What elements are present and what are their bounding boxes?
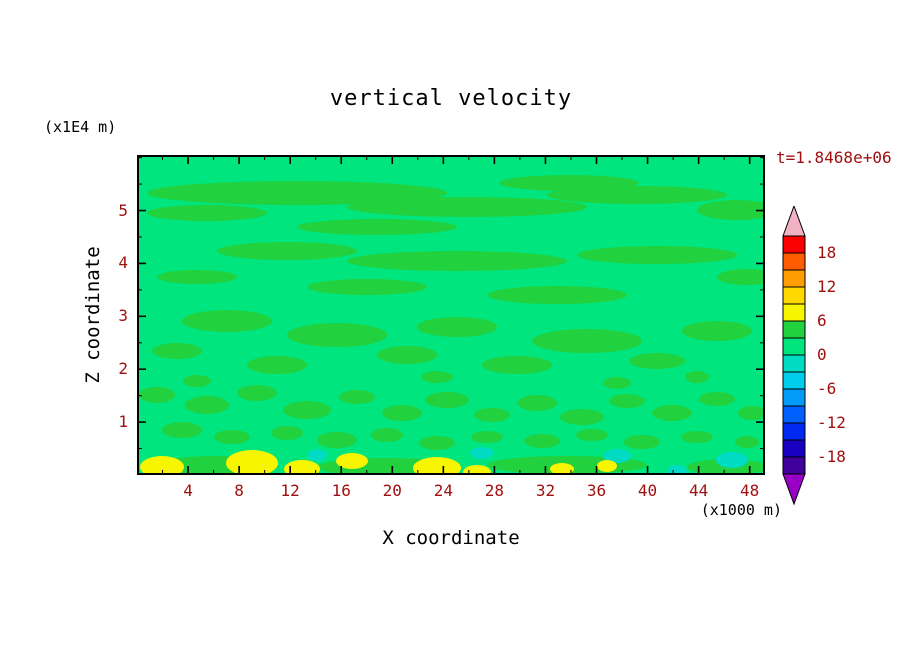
colorbar-tick-label: 6 <box>817 311 827 330</box>
x-tick-label: 44 <box>688 481 709 500</box>
x-tick-label: 24 <box>433 481 453 500</box>
timestamp-label: t=1.8468e+06 <box>776 148 892 167</box>
x-tick-label: 20 <box>382 481 402 500</box>
colorbar-tick-label: -12 <box>817 413 846 432</box>
colorbar-tick-label: -6 <box>817 379 837 398</box>
colorbar-tick-label: 18 <box>817 243 837 262</box>
x-tick-label: 16 <box>331 481 351 500</box>
contour-plot <box>137 155 765 475</box>
x-tick-label: 4 <box>183 481 193 500</box>
x-tick-label: 36 <box>586 481 607 500</box>
z-tick-label: 5 <box>118 200 128 220</box>
z-axis-title: Z coordinate <box>82 246 104 384</box>
z-axis-unit: (x1E4 m) <box>44 118 117 136</box>
x-tick-label: 8 <box>234 481 244 500</box>
x-axis-unit: (x1000 m) <box>700 501 782 519</box>
z-tick-label: 3 <box>118 306 128 326</box>
x-tick-label: 32 <box>535 481 556 500</box>
z-tick-label: 2 <box>118 359 128 379</box>
x-tick-label: 12 <box>280 481 300 500</box>
chart-title: vertical velocity <box>329 86 573 111</box>
z-tick-label: 1 <box>118 412 128 432</box>
x-tick-label: 48 <box>740 481 760 500</box>
colorbar-tick-label: 0 <box>817 345 827 364</box>
colorbar-tick-label: 12 <box>817 277 837 296</box>
x-axis-title: X coordinate <box>382 527 520 549</box>
x-tick-label: 40 <box>637 481 658 500</box>
colorbar <box>782 206 806 506</box>
colorbar-tick-label: -18 <box>817 447 846 466</box>
x-tick-label: 28 <box>484 481 505 500</box>
z-tick-label: 4 <box>118 253 128 273</box>
